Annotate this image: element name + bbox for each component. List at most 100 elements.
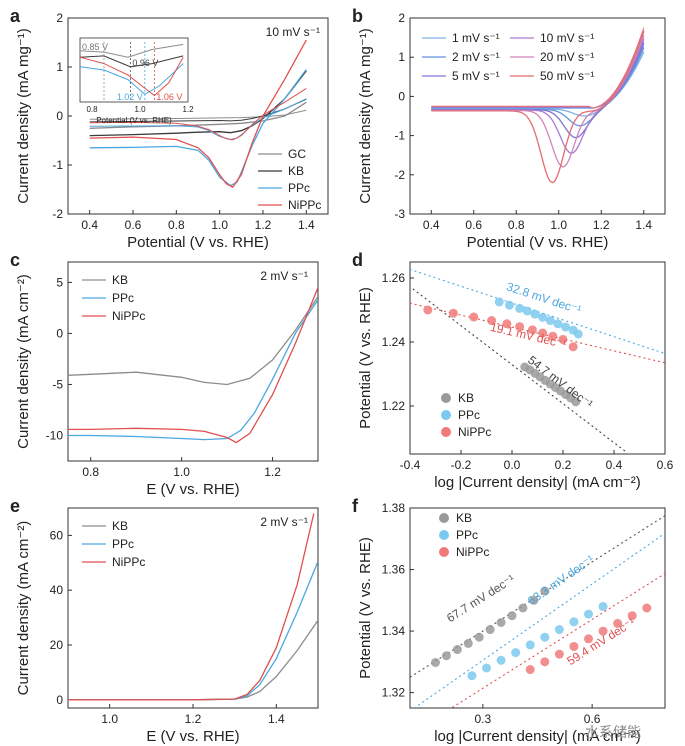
legend-label-1: 20 mV s⁻¹ xyxy=(540,50,594,64)
y-tick-label-a: -1 xyxy=(52,158,63,172)
x-tick-label-a: 1.4 xyxy=(298,218,315,232)
plot-frame-c xyxy=(67,261,319,462)
legend-label-1: KB xyxy=(288,164,304,178)
x-axis-label-f: log |Current density| (mA cm⁻²) xyxy=(434,728,641,745)
y-tick-label-e: 40 xyxy=(50,583,64,597)
y-tick-label-b: -2 xyxy=(394,168,405,182)
point-KB xyxy=(571,397,581,407)
panel-label-e: e xyxy=(10,496,20,516)
y-tick-label-f: 1.32 xyxy=(382,686,406,700)
watermark: 水系储能 xyxy=(585,725,641,741)
y-tick-label-f: 1.38 xyxy=(382,501,406,515)
legend-marker-1 xyxy=(441,410,451,420)
x-tick-label-b: 0.6 xyxy=(465,218,482,232)
point-KB xyxy=(431,657,440,667)
legend-label-2: NiPPc xyxy=(112,309,145,323)
y-tick-label-f: 1.36 xyxy=(382,563,406,577)
legend-label-0: KB xyxy=(458,391,474,405)
series-NiPPc xyxy=(68,513,315,701)
series-return-5 xyxy=(431,27,645,109)
point-NiPPc xyxy=(469,312,479,322)
legend-label-3: NiPPc xyxy=(288,198,321,212)
y-tick-label-a: 2 xyxy=(56,11,63,25)
point-PPc xyxy=(573,329,583,339)
point-NiPPc xyxy=(538,328,548,338)
panel-c: 0.8 1.0 1.2 -10 -5 0 5 E (V vs. RHE) Current den… xyxy=(10,250,319,498)
point-NiPPc xyxy=(568,342,578,352)
inset-frame xyxy=(79,37,189,103)
y-axis-label-f: Potential (V vs. RHE) xyxy=(357,537,374,679)
point-PPc xyxy=(504,300,514,310)
point-NiPPc xyxy=(423,305,433,315)
x-tick-label-a: 0.4 xyxy=(81,218,98,232)
legend-marker-0 xyxy=(441,393,451,403)
inset-tick-label: 1.0 xyxy=(134,105,146,114)
x-axis-label-a: Potential (V vs. RHE) xyxy=(127,234,269,251)
point-NiPPc xyxy=(527,325,537,335)
point-KB xyxy=(441,651,451,661)
series-PPc xyxy=(68,561,318,701)
series-KB xyxy=(89,70,307,137)
series-NiPPc xyxy=(89,39,307,188)
point-PPc xyxy=(515,303,525,313)
point-PPc xyxy=(561,322,571,332)
plot-frame-b xyxy=(409,17,666,215)
point-NiPPc xyxy=(554,649,564,659)
y-tick-label-c: 5 xyxy=(56,275,63,289)
y-tick-label-a: 1 xyxy=(56,60,63,74)
x-tick-label-d: 0.4 xyxy=(606,458,623,472)
legend-marker-1 xyxy=(439,530,449,540)
legend-label-0: 10 mV s⁻¹ xyxy=(540,31,594,45)
point-PPc xyxy=(496,655,506,665)
panel-e: 1.0 1.2 1.4 0 20 40 60 E (V vs. RHE) Current den… xyxy=(10,496,319,745)
y-tick-label-b: -1 xyxy=(394,129,405,143)
plot-frame-d xyxy=(409,261,666,455)
plot-frame-f xyxy=(409,507,666,709)
panel-label-f: f xyxy=(352,496,359,516)
point-NiPPc xyxy=(613,618,623,628)
fit-label-1: 63.3 mV dec⁻¹ xyxy=(525,552,597,608)
x-tick-label-d: -0.2 xyxy=(451,458,472,472)
point-KB xyxy=(463,638,473,648)
inset-tick-label: 1.2 xyxy=(182,105,194,114)
legend-label-2: NiPPc xyxy=(456,545,489,559)
point-NiPPc xyxy=(558,334,568,344)
point-PPc xyxy=(522,306,532,316)
point-PPc xyxy=(467,671,477,681)
legend-label-1: 2 mV s⁻¹ xyxy=(452,50,500,64)
legend-label-2: 50 mV s⁻¹ xyxy=(540,69,594,83)
x-tick-label-a: 0.6 xyxy=(125,218,142,232)
panel-d: -0.4 -0.2 0.0 0.2 0.4 0.6 1.22 1.24 1.26 log |Cur… xyxy=(352,250,674,491)
point-PPc xyxy=(511,648,521,658)
inset-tick-label: 0.8 xyxy=(86,105,98,114)
point-PPc xyxy=(525,640,535,650)
scan-rate-label-a: 10 mV s⁻¹ xyxy=(266,25,320,39)
fit-line-2 xyxy=(450,573,665,708)
y-tick-label-d: 1.24 xyxy=(382,335,406,349)
legend-label-1: PPc xyxy=(456,528,478,542)
inset-curve-0 xyxy=(79,43,184,58)
x-tick-label-d: -0.4 xyxy=(400,458,421,472)
y-tick-label-a: 0 xyxy=(56,109,63,123)
x-tick-label-d: 0.6 xyxy=(657,458,674,472)
point-NiPPc xyxy=(548,331,558,341)
legend-label-2: NiPPc xyxy=(112,555,145,569)
point-PPc xyxy=(494,297,504,307)
x-axis-label-b: Potential (V vs. RHE) xyxy=(467,234,609,251)
legend-label-2: PPc xyxy=(288,181,310,195)
panel-label-d: d xyxy=(352,250,363,270)
point-NiPPc xyxy=(540,657,550,667)
point-PPc xyxy=(530,309,540,319)
x-tick-label-f: 0.3 xyxy=(475,712,492,726)
y-tick-label-c: -10 xyxy=(46,428,64,442)
point-KB xyxy=(452,645,462,655)
legend-label-0: 1 mV s⁻¹ xyxy=(452,31,500,45)
panel-f: 0.3 0.6 1.32 1.34 1.36 1.38 log |Current densi… xyxy=(352,496,666,745)
y-tick-label-a: -2 xyxy=(52,207,63,221)
y-tick-label-d: 1.22 xyxy=(382,399,406,413)
point-KB xyxy=(496,617,506,627)
legend-label-0: KB xyxy=(112,519,128,533)
x-tick-label-d: 0.2 xyxy=(555,458,572,472)
inset-annotation-1: 0.96 V xyxy=(132,58,158,68)
